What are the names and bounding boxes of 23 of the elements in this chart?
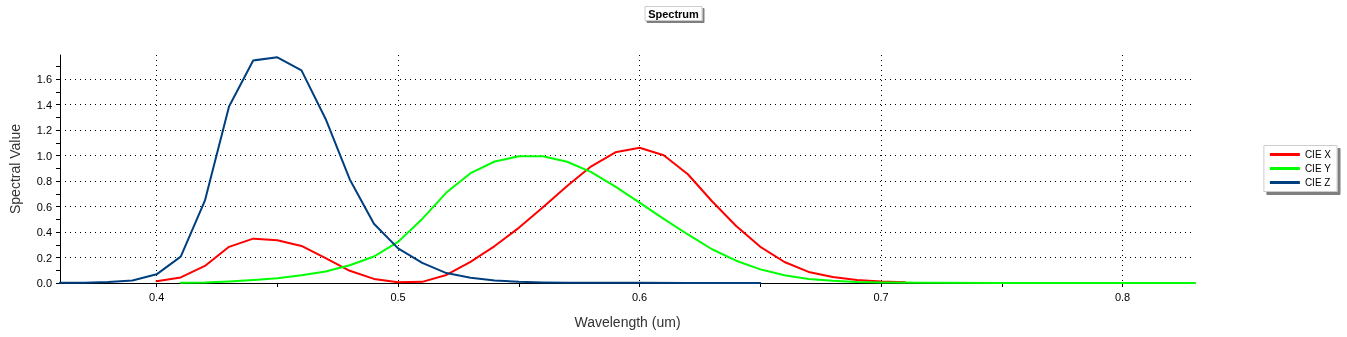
y-tick-label: 0.2 (36, 251, 52, 264)
y-axis-title: Spectral Value (7, 123, 23, 215)
y-tick-label: 1.4 (36, 98, 52, 111)
x-tick-label: 0.6 (631, 290, 648, 303)
y-tick-label: 1.6 (36, 73, 52, 86)
y-tick-label: 0.8 (36, 175, 52, 188)
line-series (179, 155, 1196, 284)
y-tick-label: 1.2 (36, 124, 52, 137)
x-tick-label: 0.8 (1114, 290, 1131, 303)
y-tick-label: 0.4 (36, 226, 52, 239)
x-tick-label: 0.7 (873, 290, 889, 303)
y-tick-label: 0.6 (36, 200, 52, 213)
legend-label: CIE Y (1304, 163, 1332, 174)
legend-label: CIE Z (1304, 177, 1331, 188)
y-tick-label: 1.0 (36, 149, 52, 162)
legend-label: CIE X (1304, 149, 1332, 160)
x-tick-label: 0.5 (390, 290, 406, 303)
chart-title: Spectrum (648, 7, 700, 20)
x-axis-title: Wavelength (um) (574, 314, 681, 330)
line-series (155, 146, 907, 284)
x-tick-label: 0.4 (148, 290, 165, 303)
y-tick-label: 0.0 (36, 277, 52, 289)
line-series (59, 56, 762, 284)
